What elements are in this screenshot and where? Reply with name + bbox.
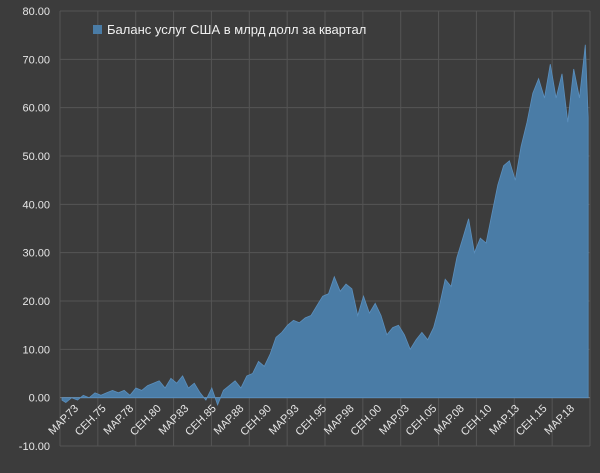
- x-tick-label: СЕН.05: [404, 403, 440, 439]
- series-area-path: [61, 44, 589, 407]
- x-tick-label: СЕН.00: [349, 403, 385, 439]
- y-tick-label: 30.00: [22, 248, 50, 260]
- y-tick-label: 50.00: [22, 151, 50, 163]
- y-tick-label: 80.00: [22, 6, 50, 18]
- x-tick-label: СЕН.85: [183, 403, 219, 439]
- y-tick-label: 10.00: [22, 344, 50, 356]
- series-area: [61, 44, 589, 407]
- y-tick-label: 40.00: [22, 199, 50, 211]
- legend-swatch: [93, 25, 102, 34]
- y-axis-ticks: -10.00 0.00 10.00 20.00 30.00 40.00 50.00 60.00…: [19, 6, 50, 453]
- x-tick-label: СЕН.80: [128, 403, 164, 439]
- x-tick-label: СЕН.15: [514, 403, 550, 439]
- legend: Баланс услуг США в млрд долл за квартал: [93, 22, 366, 37]
- y-tick-label: -10.00: [19, 441, 50, 453]
- x-tick-label: СЕН.90: [238, 403, 274, 439]
- x-tick-label: МАР.18: [542, 403, 577, 438]
- x-tick-label: СЕН.95: [293, 403, 329, 439]
- x-tick-label: СЕН.75: [73, 403, 109, 439]
- y-tick-label: 60.00: [22, 103, 50, 115]
- y-tick-label: 70.00: [22, 54, 50, 66]
- y-tick-label: 20.00: [22, 296, 50, 308]
- y-tick-label: 0.00: [29, 393, 50, 405]
- x-axis-ticks: МАР.73СЕН.75МАР.78СЕН.80МАР.83СЕН.85МАР.…: [46, 403, 577, 439]
- legend-label: Баланс услуг США в млрд долл за квартал: [107, 22, 366, 37]
